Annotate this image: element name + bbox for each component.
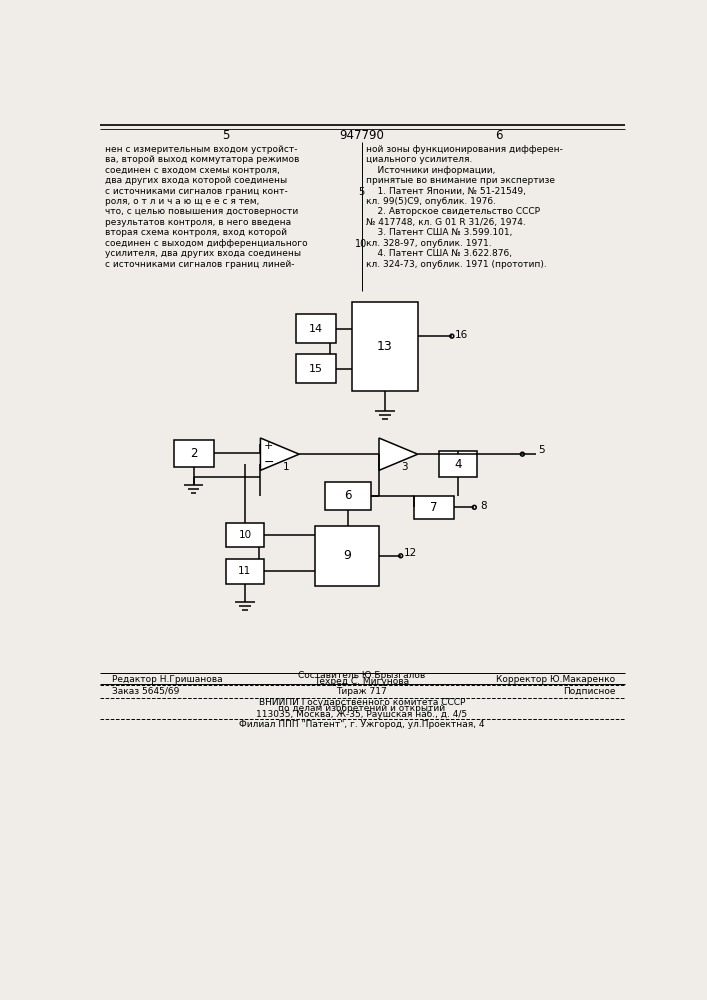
Bar (325, 482, 371, 510)
Bar (296, 354, 337, 383)
Text: 14: 14 (309, 324, 323, 334)
Text: 8: 8 (480, 501, 487, 511)
Text: Подписное: Подписное (563, 687, 615, 696)
Text: 16: 16 (455, 330, 468, 340)
Text: +: + (264, 441, 274, 451)
Text: с источниками сигналов границ линей-: с источниками сигналов границ линей- (105, 260, 295, 269)
Text: роля, о т л и ч а ю щ е е с я тем,: роля, о т л и ч а ю щ е е с я тем, (105, 197, 259, 206)
Text: Техред С. Мигунова: Техред С. Мигунова (315, 677, 409, 686)
Polygon shape (260, 438, 299, 470)
Text: соединен с входом схемы контроля,: соединен с входом схемы контроля, (105, 166, 280, 175)
Text: 11: 11 (238, 566, 252, 576)
Bar (440, 451, 477, 477)
Text: 10: 10 (355, 239, 368, 249)
Text: вторая схема контроля, вход которой: вторая схема контроля, вход которой (105, 228, 288, 237)
Bar (315, 526, 379, 586)
Text: 6: 6 (496, 129, 503, 142)
Text: ВНИИПИ Государственного комитета СССР: ВНИИПИ Государственного комитета СССР (259, 698, 465, 707)
Text: 6: 6 (344, 489, 352, 502)
Text: циального усилителя.: циального усилителя. (366, 155, 472, 164)
Text: 5: 5 (222, 129, 229, 142)
Text: соединен с выходом дифференциального: соединен с выходом дифференциального (105, 239, 308, 248)
Text: результатов контроля, в него введена: результатов контроля, в него введена (105, 218, 291, 227)
Text: 9: 9 (344, 549, 351, 562)
Text: 7: 7 (431, 501, 438, 514)
Bar (226, 559, 264, 584)
Bar (296, 314, 337, 343)
Text: Тираж 717: Тираж 717 (337, 687, 387, 696)
Text: 13: 13 (377, 340, 392, 353)
Text: ва, второй выход коммутатора режимов: ва, второй выход коммутатора режимов (105, 155, 300, 164)
Text: 2. Авторское свидетельство СССР: 2. Авторское свидетельство СССР (366, 207, 540, 216)
Text: −: − (264, 456, 274, 469)
Text: 15: 15 (309, 364, 323, 374)
Text: нен с измерительным входом устройст-: нен с измерительным входом устройст- (105, 145, 298, 154)
Text: усилителя, два других входа соединены: усилителя, два других входа соединены (105, 249, 301, 258)
Text: ной зоны функционирования дифферен-: ной зоны функционирования дифферен- (366, 145, 563, 154)
Text: Составитель Ю.Брызгалов: Составитель Ю.Брызгалов (298, 671, 426, 680)
Text: 3. Патент США № 3.599.101,: 3. Патент США № 3.599.101, (366, 228, 512, 237)
Bar (414, 496, 454, 519)
Text: принятые во внимание при экспертизе: принятые во внимание при экспертизе (366, 176, 555, 185)
Text: 5: 5 (539, 445, 545, 455)
Text: Заказ 5645/69: Заказ 5645/69 (112, 687, 179, 696)
Text: 4. Патент США № 3.622.876,: 4. Патент США № 3.622.876, (366, 249, 512, 258)
Text: Редактор Н.Гришанова: Редактор Н.Гришанова (112, 675, 222, 684)
Text: два других входа которой соединены: два других входа которой соединены (105, 176, 288, 185)
Text: 947790: 947790 (339, 129, 385, 142)
Text: Корректор Ю.Макаренко: Корректор Ю.Макаренко (496, 675, 615, 684)
Text: № 417748, кл. G 01 R 31/26, 1974.: № 417748, кл. G 01 R 31/26, 1974. (366, 218, 525, 227)
Bar (174, 440, 214, 466)
Text: что, с целью повышения достоверности: что, с целью повышения достоверности (105, 207, 298, 216)
Bar (226, 523, 264, 547)
Text: 1. Патент Японии, № 51-21549,: 1. Патент Японии, № 51-21549, (366, 187, 526, 196)
Text: 113035, Москва, Ж-35, Раушская наб., д. 4/5: 113035, Москва, Ж-35, Раушская наб., д. … (257, 710, 467, 719)
Text: 2: 2 (190, 447, 197, 460)
Text: 12: 12 (404, 548, 416, 558)
Text: Источники информации,: Источники информации, (366, 166, 495, 175)
Text: с источниками сигналов границ конт-: с источниками сигналов границ конт- (105, 187, 288, 196)
Text: 1: 1 (283, 462, 289, 472)
Text: 10: 10 (238, 530, 252, 540)
Bar (352, 302, 418, 391)
Text: Филиал ППП "Патент", г. Ужгород, ул.Проектная, 4: Филиал ППП "Патент", г. Ужгород, ул.Прое… (239, 720, 485, 729)
Text: кл. 324-73, опублик. 1971 (прототип).: кл. 324-73, опублик. 1971 (прототип). (366, 260, 547, 269)
Polygon shape (379, 438, 418, 470)
Text: кл. 99(5)С9, опублик. 1976.: кл. 99(5)С9, опублик. 1976. (366, 197, 496, 206)
Text: 4: 4 (455, 458, 462, 471)
Text: по делам изобретений и открытий: по делам изобретений и открытий (279, 704, 445, 713)
Text: 3: 3 (402, 462, 408, 472)
Text: 5: 5 (358, 187, 364, 197)
Text: кл. 328-97, опублик. 1971.: кл. 328-97, опублик. 1971. (366, 239, 491, 248)
